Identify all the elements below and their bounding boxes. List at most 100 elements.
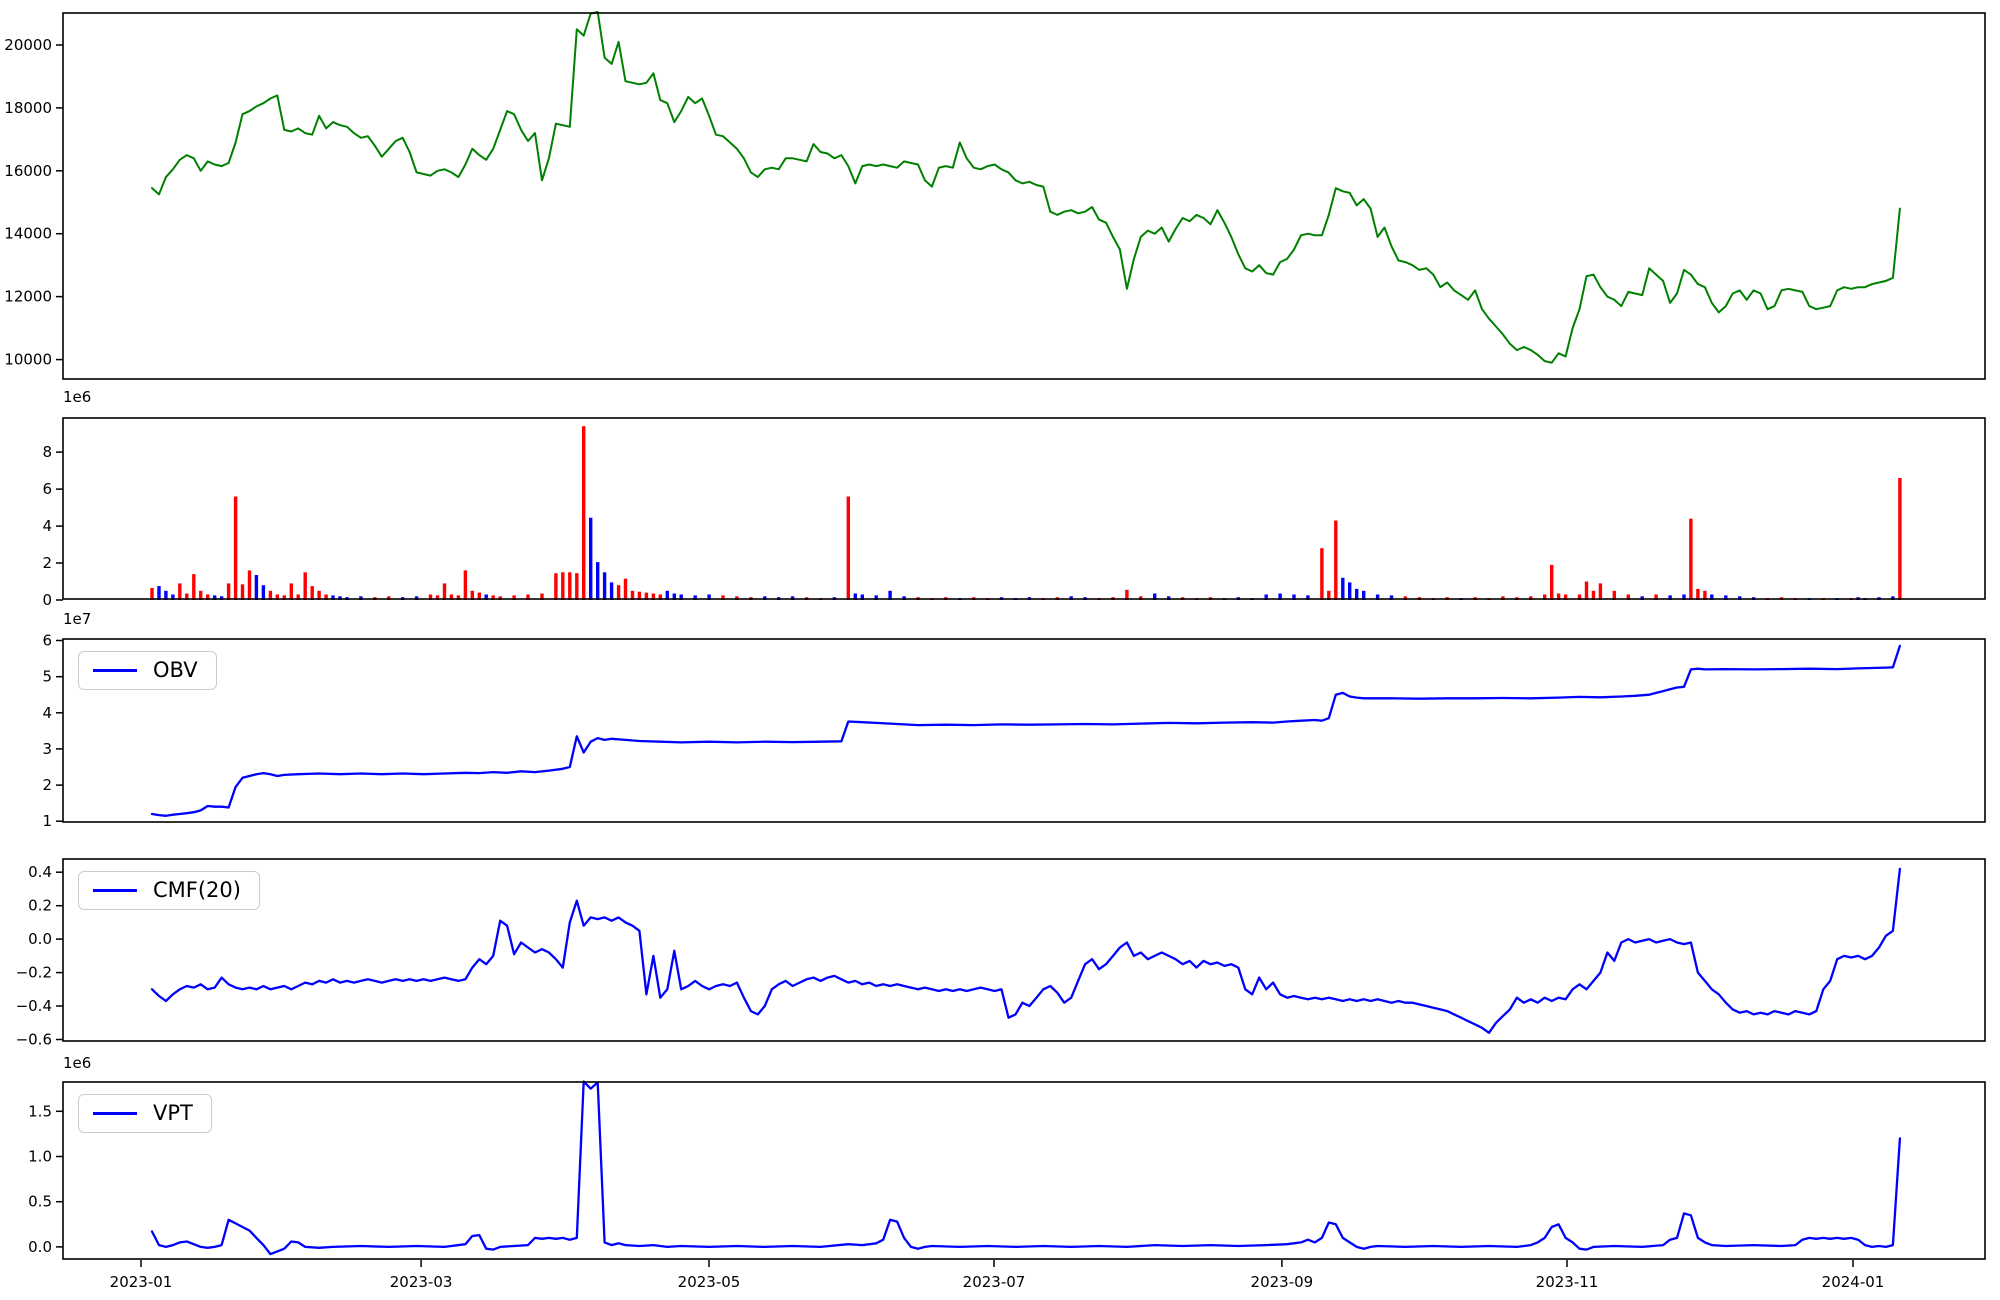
volume-bar xyxy=(1362,590,1366,600)
volume-bar xyxy=(331,595,335,600)
volume-bar xyxy=(582,426,586,600)
volume-axes-spines xyxy=(62,417,1986,600)
vpt-axes-spines xyxy=(62,1081,1986,1260)
volume-bar xyxy=(240,584,245,600)
volume-bar xyxy=(289,583,293,600)
volume-bar xyxy=(526,594,530,600)
volume-bar xyxy=(1375,594,1380,600)
volume-bar xyxy=(1591,590,1596,600)
volume-bar xyxy=(1738,596,1742,600)
vpt-legend-label: VPT xyxy=(153,1101,193,1125)
volume-axis-offset-label: 1e6 xyxy=(63,388,92,406)
x-tick-label: 2023-03 xyxy=(390,1273,453,1291)
vpt-y-tick-label: 0.0 xyxy=(28,1238,52,1256)
panel-obv-chart: 1 2 3 4 5 6 xyxy=(0,632,2000,830)
volume-bar xyxy=(477,592,481,600)
cmf-line xyxy=(150,867,1902,1034)
volume-bar xyxy=(693,595,697,600)
volume-bar xyxy=(721,595,725,600)
price-y-tick-label: 10000 xyxy=(4,351,52,369)
price-line xyxy=(151,11,1901,364)
volume-bar xyxy=(630,590,635,600)
volume-bar xyxy=(463,570,468,600)
panel-vpt-chart: 0.0 0.5 1.0 1.5 2023-01 2023-03 2023-05 2023-07… xyxy=(0,1080,2000,1291)
volume-bar xyxy=(1710,594,1714,600)
volume-bar xyxy=(1501,596,1505,600)
volume-bar xyxy=(1389,595,1394,600)
x-tick-label: 2023-01 xyxy=(110,1273,173,1291)
volume-bar xyxy=(164,590,168,600)
cmf-y-tick-label: −0.6 xyxy=(16,1031,52,1049)
vpt-y-tick-label: 1.0 xyxy=(28,1148,52,1166)
volume-bar xyxy=(512,595,516,600)
panel-price-chart: 10000 12000 14000 16000 18000 20000 xyxy=(0,11,2000,380)
volume-bar xyxy=(1529,596,1533,600)
volume-bar xyxy=(1724,595,1728,600)
vpt-chart: 0.0 0.5 1.0 1.5 2023-01 2023-03 2023-05 2023-07… xyxy=(28,1080,1986,1291)
volume-bar xyxy=(171,594,175,600)
volume-bar xyxy=(860,594,864,600)
obv-y-tick-label: 6 xyxy=(42,632,52,650)
volume-bar xyxy=(1612,590,1616,600)
volume-bar xyxy=(644,592,649,600)
volume-bar xyxy=(575,573,579,600)
vpt-legend: VPT xyxy=(78,1094,212,1134)
volume-bar xyxy=(665,590,669,600)
volume-bar xyxy=(853,593,857,600)
cmf-y-tick-label: −0.2 xyxy=(16,964,52,982)
price-y-tick-label: 20000 xyxy=(4,36,52,54)
volume-y-tick-label: 8 xyxy=(42,443,52,461)
obv-legend-label: OBV xyxy=(153,658,198,682)
vpt-y-tick-label: 0.5 xyxy=(28,1193,52,1211)
cmf-y-tick-label: 0.2 xyxy=(28,897,52,915)
volume-bar xyxy=(206,594,210,600)
obv-legend: OBV xyxy=(78,651,217,691)
volume-bar xyxy=(1598,583,1603,600)
volume-bar xyxy=(303,572,307,600)
volume-bar xyxy=(846,496,850,600)
volume-bar xyxy=(658,594,662,600)
volume-bar xyxy=(233,496,238,600)
x-tick-label: 2023-09 xyxy=(1251,1273,1314,1291)
obv-y-tick-label: 3 xyxy=(42,740,52,758)
volume-bar xyxy=(435,595,440,600)
volume-bar xyxy=(1654,594,1658,600)
volume-bar xyxy=(651,593,656,600)
volume-bar xyxy=(1550,564,1554,600)
volume-bar xyxy=(1543,594,1547,600)
volume-bar xyxy=(1069,596,1073,600)
volume-bar xyxy=(1891,596,1895,600)
volume-bar xyxy=(735,596,739,600)
volume-bar xyxy=(1334,520,1338,600)
obv-axes-spines xyxy=(62,638,1986,823)
volume-bar xyxy=(1278,593,1282,600)
volume-bar xyxy=(540,593,544,600)
volume-bar xyxy=(1125,589,1129,600)
obv-line xyxy=(150,644,1902,817)
price-y-tick-label: 18000 xyxy=(4,99,52,117)
cmf-y-tick-label: 0.4 xyxy=(28,863,52,881)
cmf-y-tick-label: −0.4 xyxy=(16,997,52,1015)
volume-chart: 0 2 4 6 8 xyxy=(42,417,1986,609)
volume-bar xyxy=(561,572,565,600)
volume-bar xyxy=(602,572,607,600)
volume-bar xyxy=(247,570,252,600)
volume-bar xyxy=(268,590,273,600)
volume-bar xyxy=(888,590,892,600)
volume-bar xyxy=(1640,596,1644,600)
volume-bar xyxy=(623,578,628,600)
obv-y-tick-label: 5 xyxy=(42,668,52,686)
volume-bar xyxy=(609,582,614,600)
volume-bar xyxy=(199,590,203,600)
volume-bar xyxy=(902,596,906,600)
x-tick-label: 2023-07 xyxy=(963,1273,1026,1291)
panel-cmf-chart: 0.4 0.2 0.0 −0.2 −0.4 −0.6 xyxy=(0,858,2000,1049)
obv-y-tick-label: 1 xyxy=(42,812,52,830)
volume-bar xyxy=(554,573,558,600)
vpt-legend-line-icon xyxy=(93,1112,137,1116)
volume-bar xyxy=(254,575,259,600)
volume-bar xyxy=(442,583,447,600)
volume-bar xyxy=(1689,518,1693,600)
volume-bar xyxy=(150,588,154,600)
